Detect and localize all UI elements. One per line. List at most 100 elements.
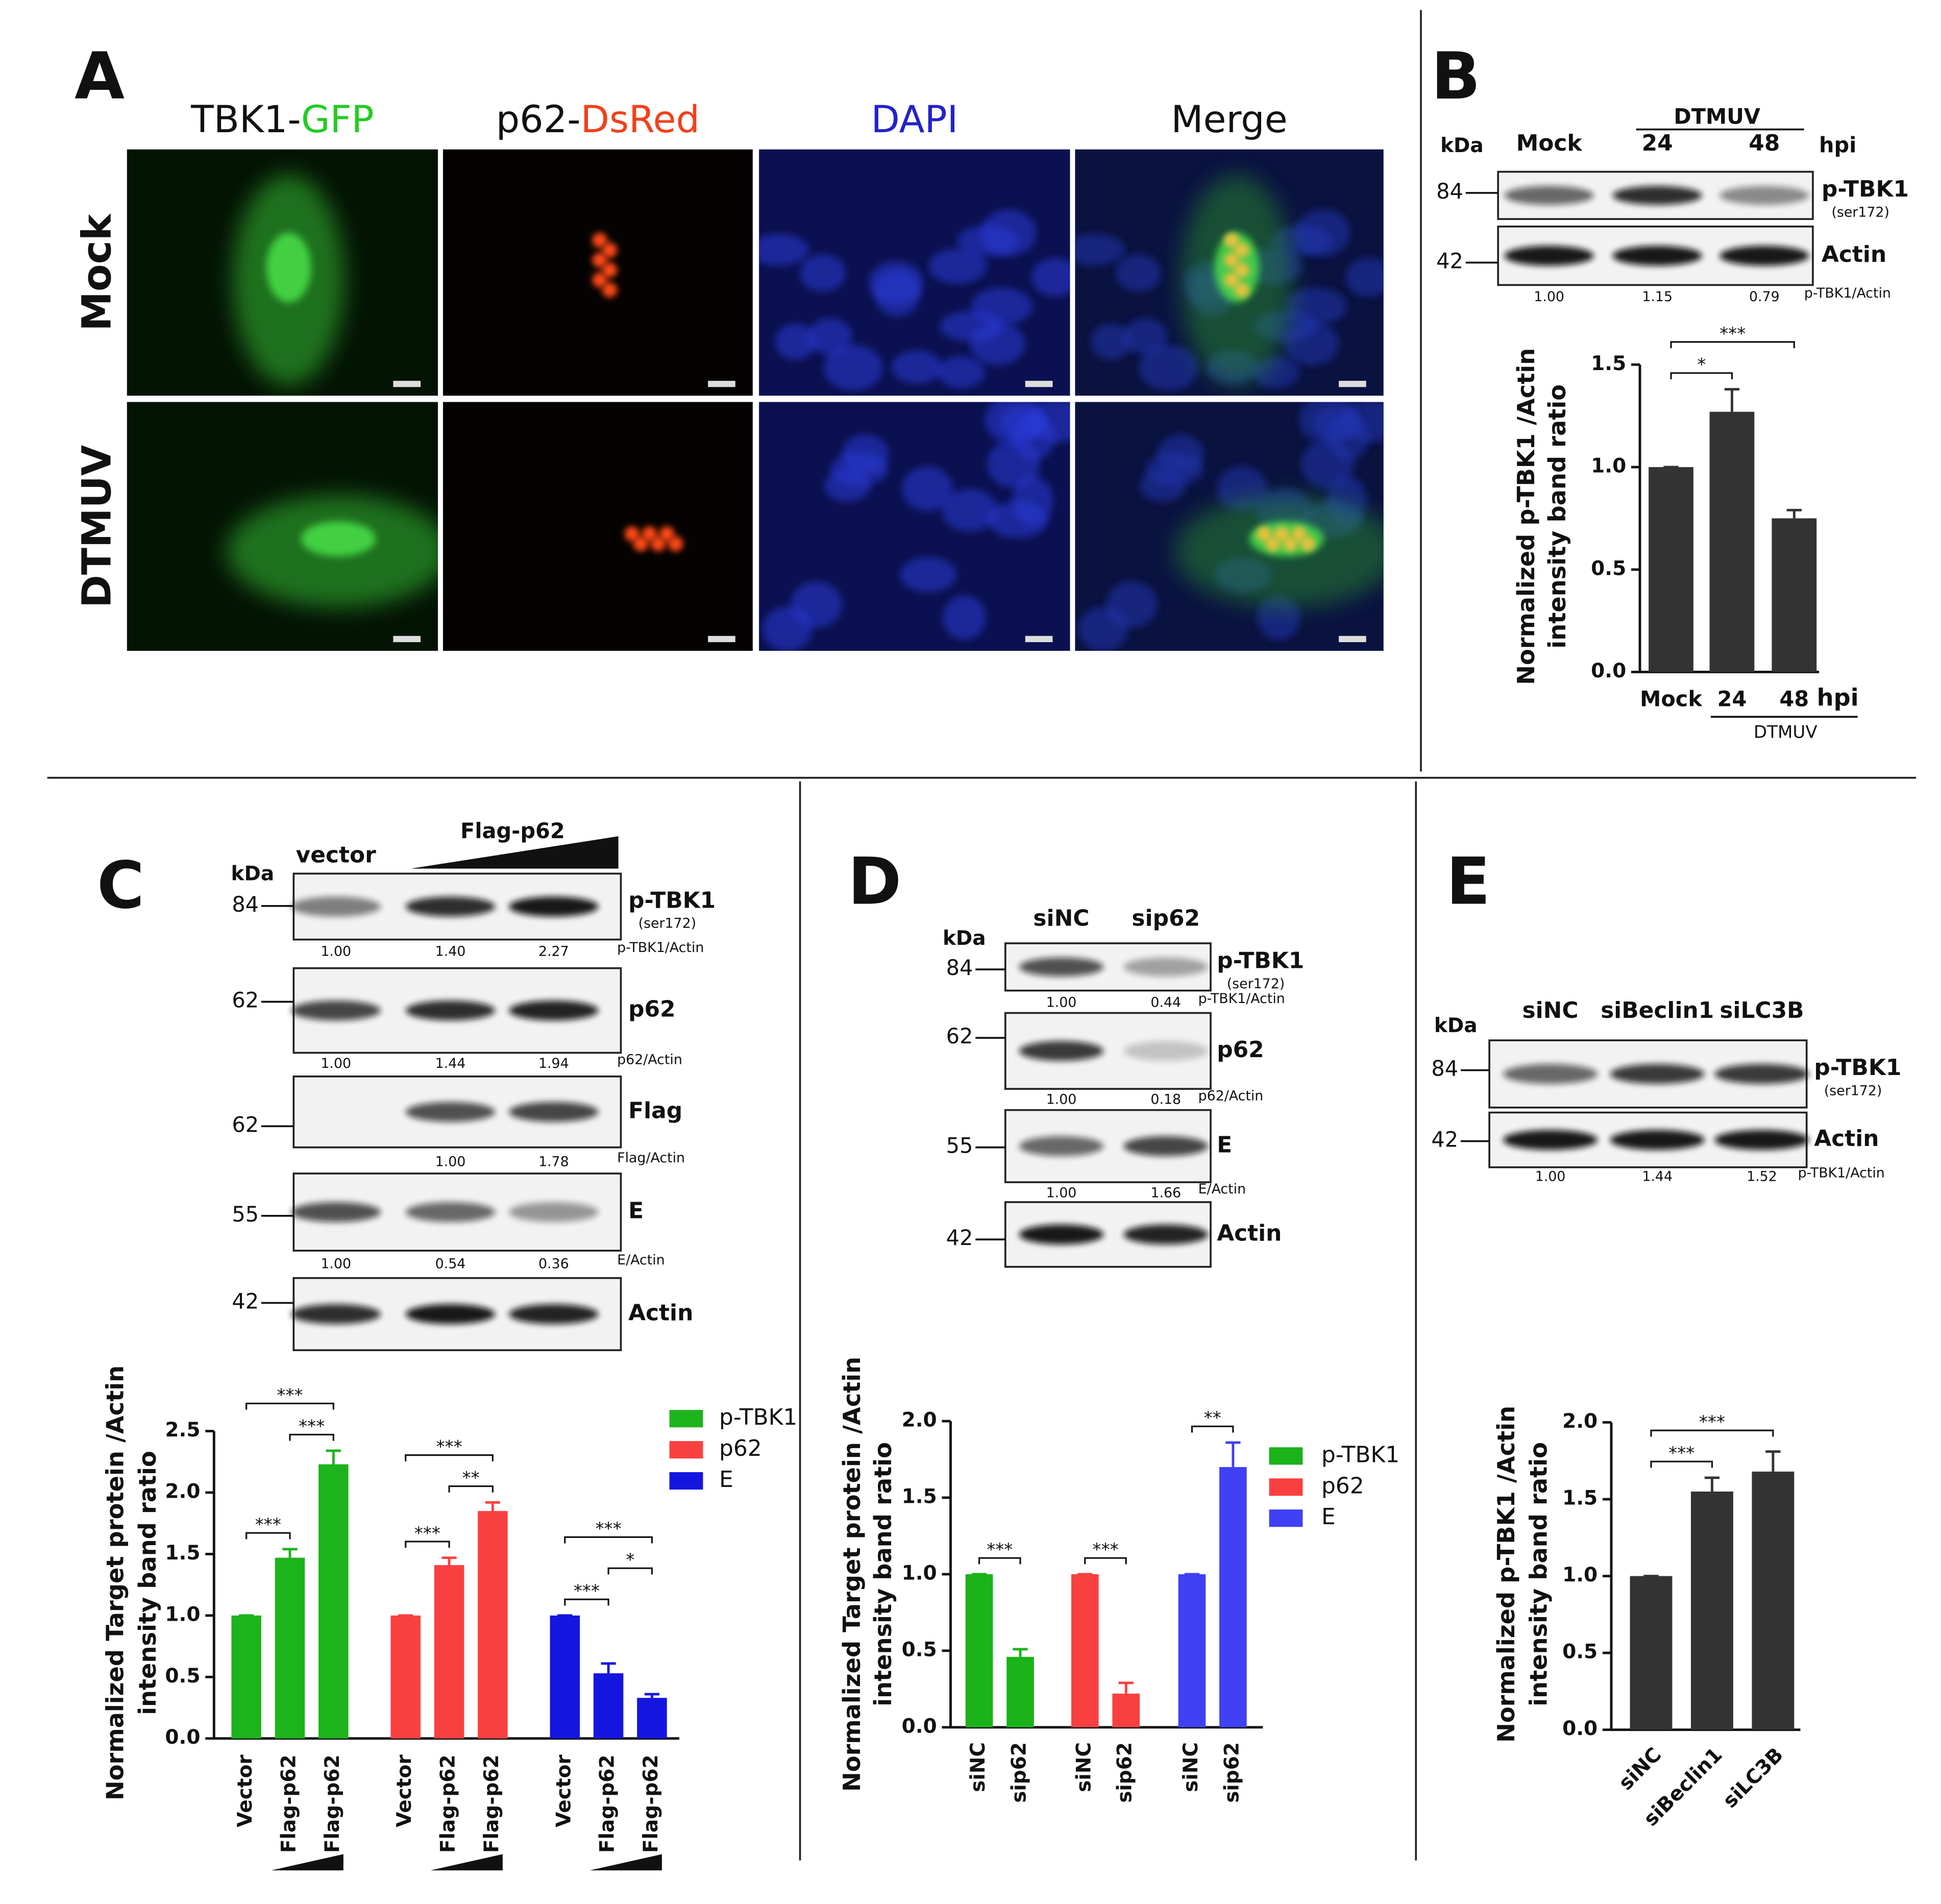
x-tick-label: sip62 bbox=[1220, 1742, 1243, 1803]
ratio: 1.66 bbox=[1150, 1185, 1181, 1201]
lane-label: 24 bbox=[1642, 130, 1673, 156]
legend-swatch bbox=[669, 1410, 703, 1428]
ratio: 1.15 bbox=[1642, 289, 1673, 305]
nucleus bbox=[1139, 345, 1198, 391]
significance-bracket bbox=[1650, 1460, 1713, 1468]
lane-label: siLC3B bbox=[1719, 997, 1804, 1023]
bar bbox=[390, 1615, 421, 1739]
nucleus bbox=[900, 557, 956, 592]
legend-label: p-TBK1 bbox=[1321, 1442, 1399, 1468]
cell-glow bbox=[266, 232, 311, 303]
nucleus bbox=[1326, 413, 1370, 459]
micrograph bbox=[443, 149, 753, 396]
column-header-part: GFP bbox=[301, 98, 374, 141]
band bbox=[291, 1000, 381, 1021]
protein-label: p-TBK1 bbox=[1822, 176, 1909, 202]
column-header-part: p62- bbox=[496, 98, 581, 141]
ratio-label: p-TBK1/Actin bbox=[617, 940, 704, 956]
y-tick-label: 0.5 bbox=[165, 1665, 200, 1688]
legend-label: E bbox=[719, 1467, 733, 1493]
significance-label: *** bbox=[299, 1416, 325, 1436]
error-bar bbox=[1704, 1476, 1720, 1492]
y-tick-label: 2.0 bbox=[1562, 1410, 1598, 1433]
bar bbox=[1178, 1574, 1206, 1727]
nucleus bbox=[957, 225, 1018, 256]
marker-label: 42 bbox=[946, 1226, 973, 1250]
y-axis-label: Normalized p-TBK1 /Actin bbox=[1512, 348, 1540, 685]
significance-label: *** bbox=[987, 1540, 1013, 1560]
marker-label: 84 bbox=[1436, 179, 1463, 204]
unit-label: kDa bbox=[943, 927, 986, 950]
protein-label: p-TBK1 bbox=[1814, 1055, 1901, 1081]
band bbox=[1504, 246, 1594, 266]
y-tick-label: 0.0 bbox=[902, 1715, 937, 1738]
aggregate bbox=[1265, 536, 1281, 552]
panel-label: D bbox=[848, 843, 901, 919]
error-bar bbox=[601, 1662, 616, 1674]
bar bbox=[965, 1574, 993, 1727]
micrograph bbox=[127, 149, 438, 396]
y-tick-label: 2.0 bbox=[902, 1409, 937, 1432]
significance-bracket bbox=[405, 1541, 450, 1548]
y-tick-label: 1.5 bbox=[1591, 352, 1626, 375]
significance-label: * bbox=[1697, 355, 1706, 375]
band bbox=[1719, 246, 1809, 266]
legend-label: p62 bbox=[719, 1435, 762, 1461]
error-bar bbox=[1724, 388, 1740, 412]
protein-label: p-TBK1 bbox=[1217, 948, 1304, 974]
protein-label: Actin bbox=[1814, 1126, 1879, 1152]
bar bbox=[550, 1615, 580, 1739]
ratio: 0.18 bbox=[1150, 1092, 1181, 1108]
band bbox=[1503, 1064, 1598, 1084]
bar bbox=[434, 1565, 464, 1739]
micrograph-background bbox=[443, 402, 753, 651]
y-tick-label: 1.0 bbox=[165, 1603, 200, 1626]
scale-bar bbox=[1025, 636, 1053, 642]
significance-bracket bbox=[1191, 1425, 1234, 1433]
micrograph-content bbox=[759, 149, 1070, 396]
protein-label: p-TBK1 bbox=[628, 887, 716, 913]
marker-label: 55 bbox=[946, 1134, 973, 1158]
ratio-label: p62/Actin bbox=[1198, 1088, 1264, 1104]
band bbox=[1123, 957, 1209, 977]
micrograph-content bbox=[1075, 149, 1384, 396]
significance-bracket bbox=[1670, 372, 1733, 380]
nucleus bbox=[902, 466, 953, 511]
band bbox=[405, 1202, 496, 1223]
aggregate bbox=[659, 526, 675, 542]
nucleus bbox=[940, 311, 1003, 342]
significance-bracket bbox=[448, 1485, 494, 1493]
unit-label: kDa bbox=[231, 862, 275, 885]
lane-label: siNC bbox=[1033, 906, 1089, 932]
micrograph-content bbox=[443, 149, 753, 396]
marker-label: 42 bbox=[1431, 1128, 1458, 1152]
protein-label: Actin bbox=[1217, 1220, 1282, 1246]
bar bbox=[1752, 1471, 1795, 1730]
y-tick-label: 1.0 bbox=[1591, 455, 1626, 478]
y-axis-label: Normalized Target protein /Actin bbox=[102, 1365, 129, 1800]
y-tick-label: 1.5 bbox=[902, 1485, 937, 1508]
protein-label: Actin bbox=[1822, 241, 1886, 267]
ratio: 0.44 bbox=[1150, 994, 1181, 1010]
micrograph-content bbox=[443, 402, 753, 651]
ratio: 1.44 bbox=[435, 1056, 466, 1071]
group-label: DTMUV bbox=[1674, 105, 1760, 129]
significance-label: *** bbox=[1092, 1540, 1118, 1560]
micrograph bbox=[1075, 149, 1384, 396]
significance-bracket bbox=[607, 1567, 653, 1575]
nucleus bbox=[1123, 318, 1168, 355]
band bbox=[1610, 1130, 1705, 1150]
lane-label: Mock bbox=[1516, 130, 1583, 156]
y-tick-label: 2.0 bbox=[165, 1480, 200, 1503]
x-tick-label: Flag-p62 bbox=[480, 1754, 503, 1853]
nucleus bbox=[943, 595, 986, 640]
bar bbox=[275, 1557, 305, 1739]
aggregate bbox=[1234, 242, 1249, 258]
x-tick-label: Vector bbox=[234, 1754, 257, 1827]
x-tick-label: Vector bbox=[393, 1754, 416, 1827]
significance-label: *** bbox=[277, 1385, 303, 1405]
aggregate bbox=[1291, 526, 1307, 542]
x-tick-label: sip62 bbox=[1008, 1742, 1031, 1803]
significance-bracket bbox=[564, 1536, 653, 1544]
